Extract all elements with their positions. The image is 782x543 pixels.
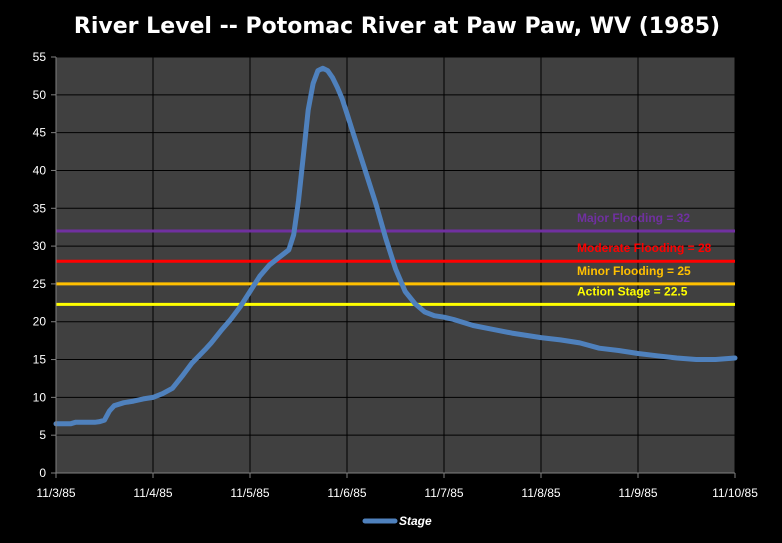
series-layer <box>53 65 738 427</box>
y-tick-label: 40 <box>33 163 47 177</box>
gridlines <box>56 56 736 473</box>
y-tick-label: 35 <box>33 201 47 215</box>
y-tick-label: 15 <box>33 353 47 367</box>
x-tick-label: 11/9/85 <box>618 486 657 500</box>
x-tick-label: 11/7/85 <box>424 486 463 500</box>
threshold-label-0: Major Flooding = 32 <box>577 211 690 225</box>
axes: 0 5 10 15 20 25 30 35 40 45 50 55 11/3/85 11/4/85 11/5… <box>33 50 759 500</box>
y-tick-label: 20 <box>33 315 47 329</box>
series-line-stage <box>53 65 738 427</box>
y-tick-label: 0 <box>39 466 46 480</box>
y-tick-label: 55 <box>33 50 47 64</box>
x-tick-label: 11/6/85 <box>327 486 366 500</box>
legend: Stage <box>362 514 432 528</box>
chart-title: River Level -- Potomac River at Paw Paw,… <box>74 14 720 39</box>
y-tick-label: 25 <box>33 277 47 291</box>
x-tick-label: 11/8/85 <box>521 486 560 500</box>
y-tick-label: 5 <box>39 428 46 442</box>
x-tick-label: 11/4/85 <box>133 486 172 500</box>
x-tick-label: 11/10/85 <box>712 486 758 500</box>
y-tick-label: 50 <box>33 88 47 102</box>
legend-label-stage: Stage <box>399 514 432 528</box>
threshold-label-1: Moderate Flooding = 28 <box>577 241 712 255</box>
x-tick-label: 11/3/85 <box>36 486 75 500</box>
y-tick-label: 10 <box>33 390 47 404</box>
threshold-label-3: Action Stage = 22.5 <box>577 284 688 298</box>
x-tick-label: 11/5/85 <box>230 486 269 500</box>
y-tick-label: 45 <box>33 126 47 140</box>
threshold-label-2: Minor Flooding = 25 <box>577 264 691 278</box>
y-tick-label: 30 <box>33 239 47 253</box>
threshold-lines: Major Flooding = 32 Moderate Flooding = 2… <box>56 211 735 306</box>
